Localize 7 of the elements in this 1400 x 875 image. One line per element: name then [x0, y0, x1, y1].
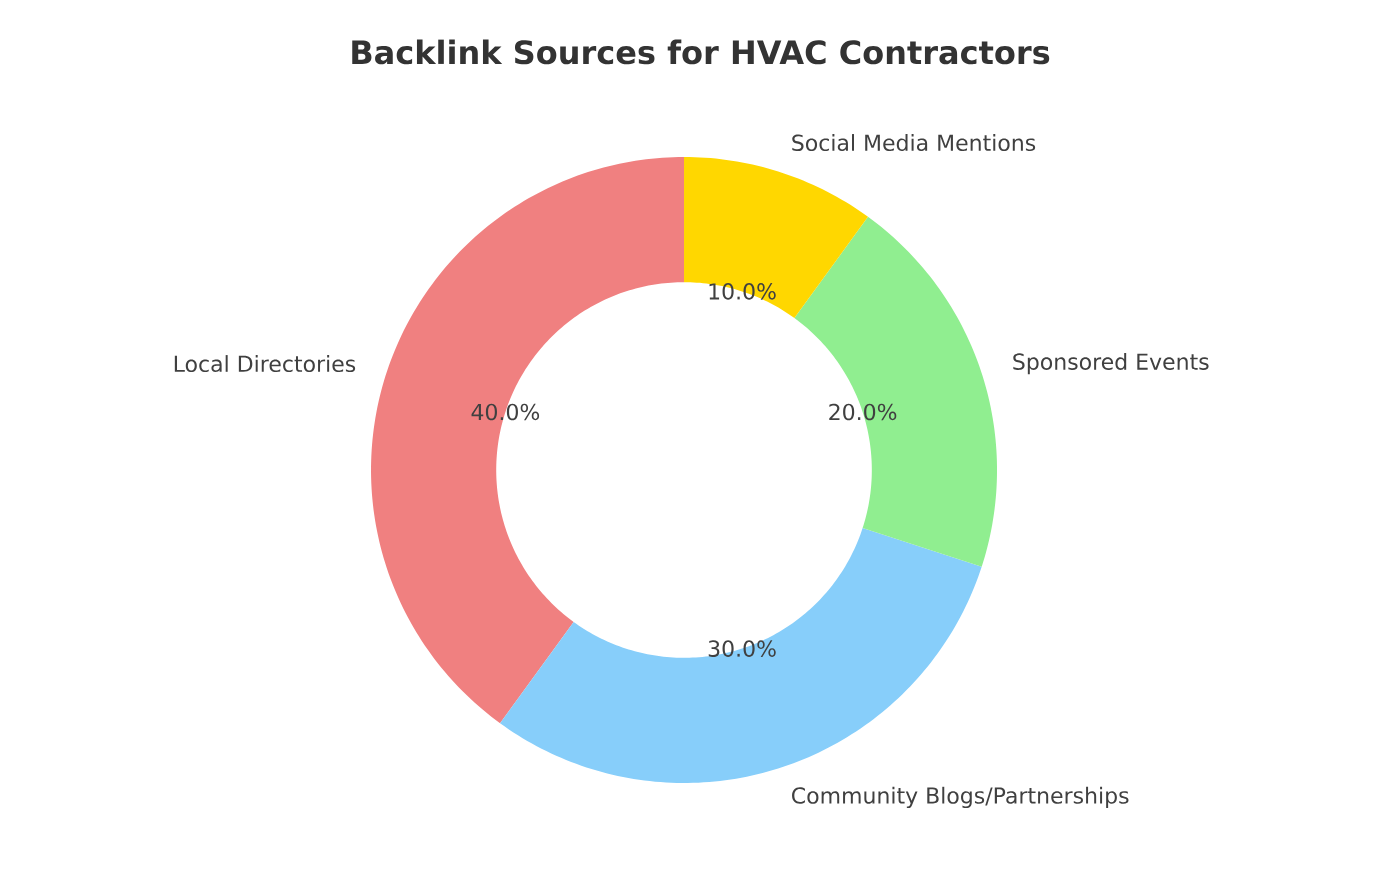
chart-title: Backlink Sources for HVAC Contractors — [352, 39, 1050, 65]
slice-label: Sponsored Events — [1013, 352, 1209, 375]
slice-label: Local Directories — [174, 355, 356, 373]
slice-label: Community Blogs/Partnerships — [792, 786, 1129, 809]
data-label: 20.0% — [829, 403, 897, 421]
slice-label: Social Media Mentions — [792, 134, 1036, 152]
data-label: 40.0% — [471, 403, 540, 421]
